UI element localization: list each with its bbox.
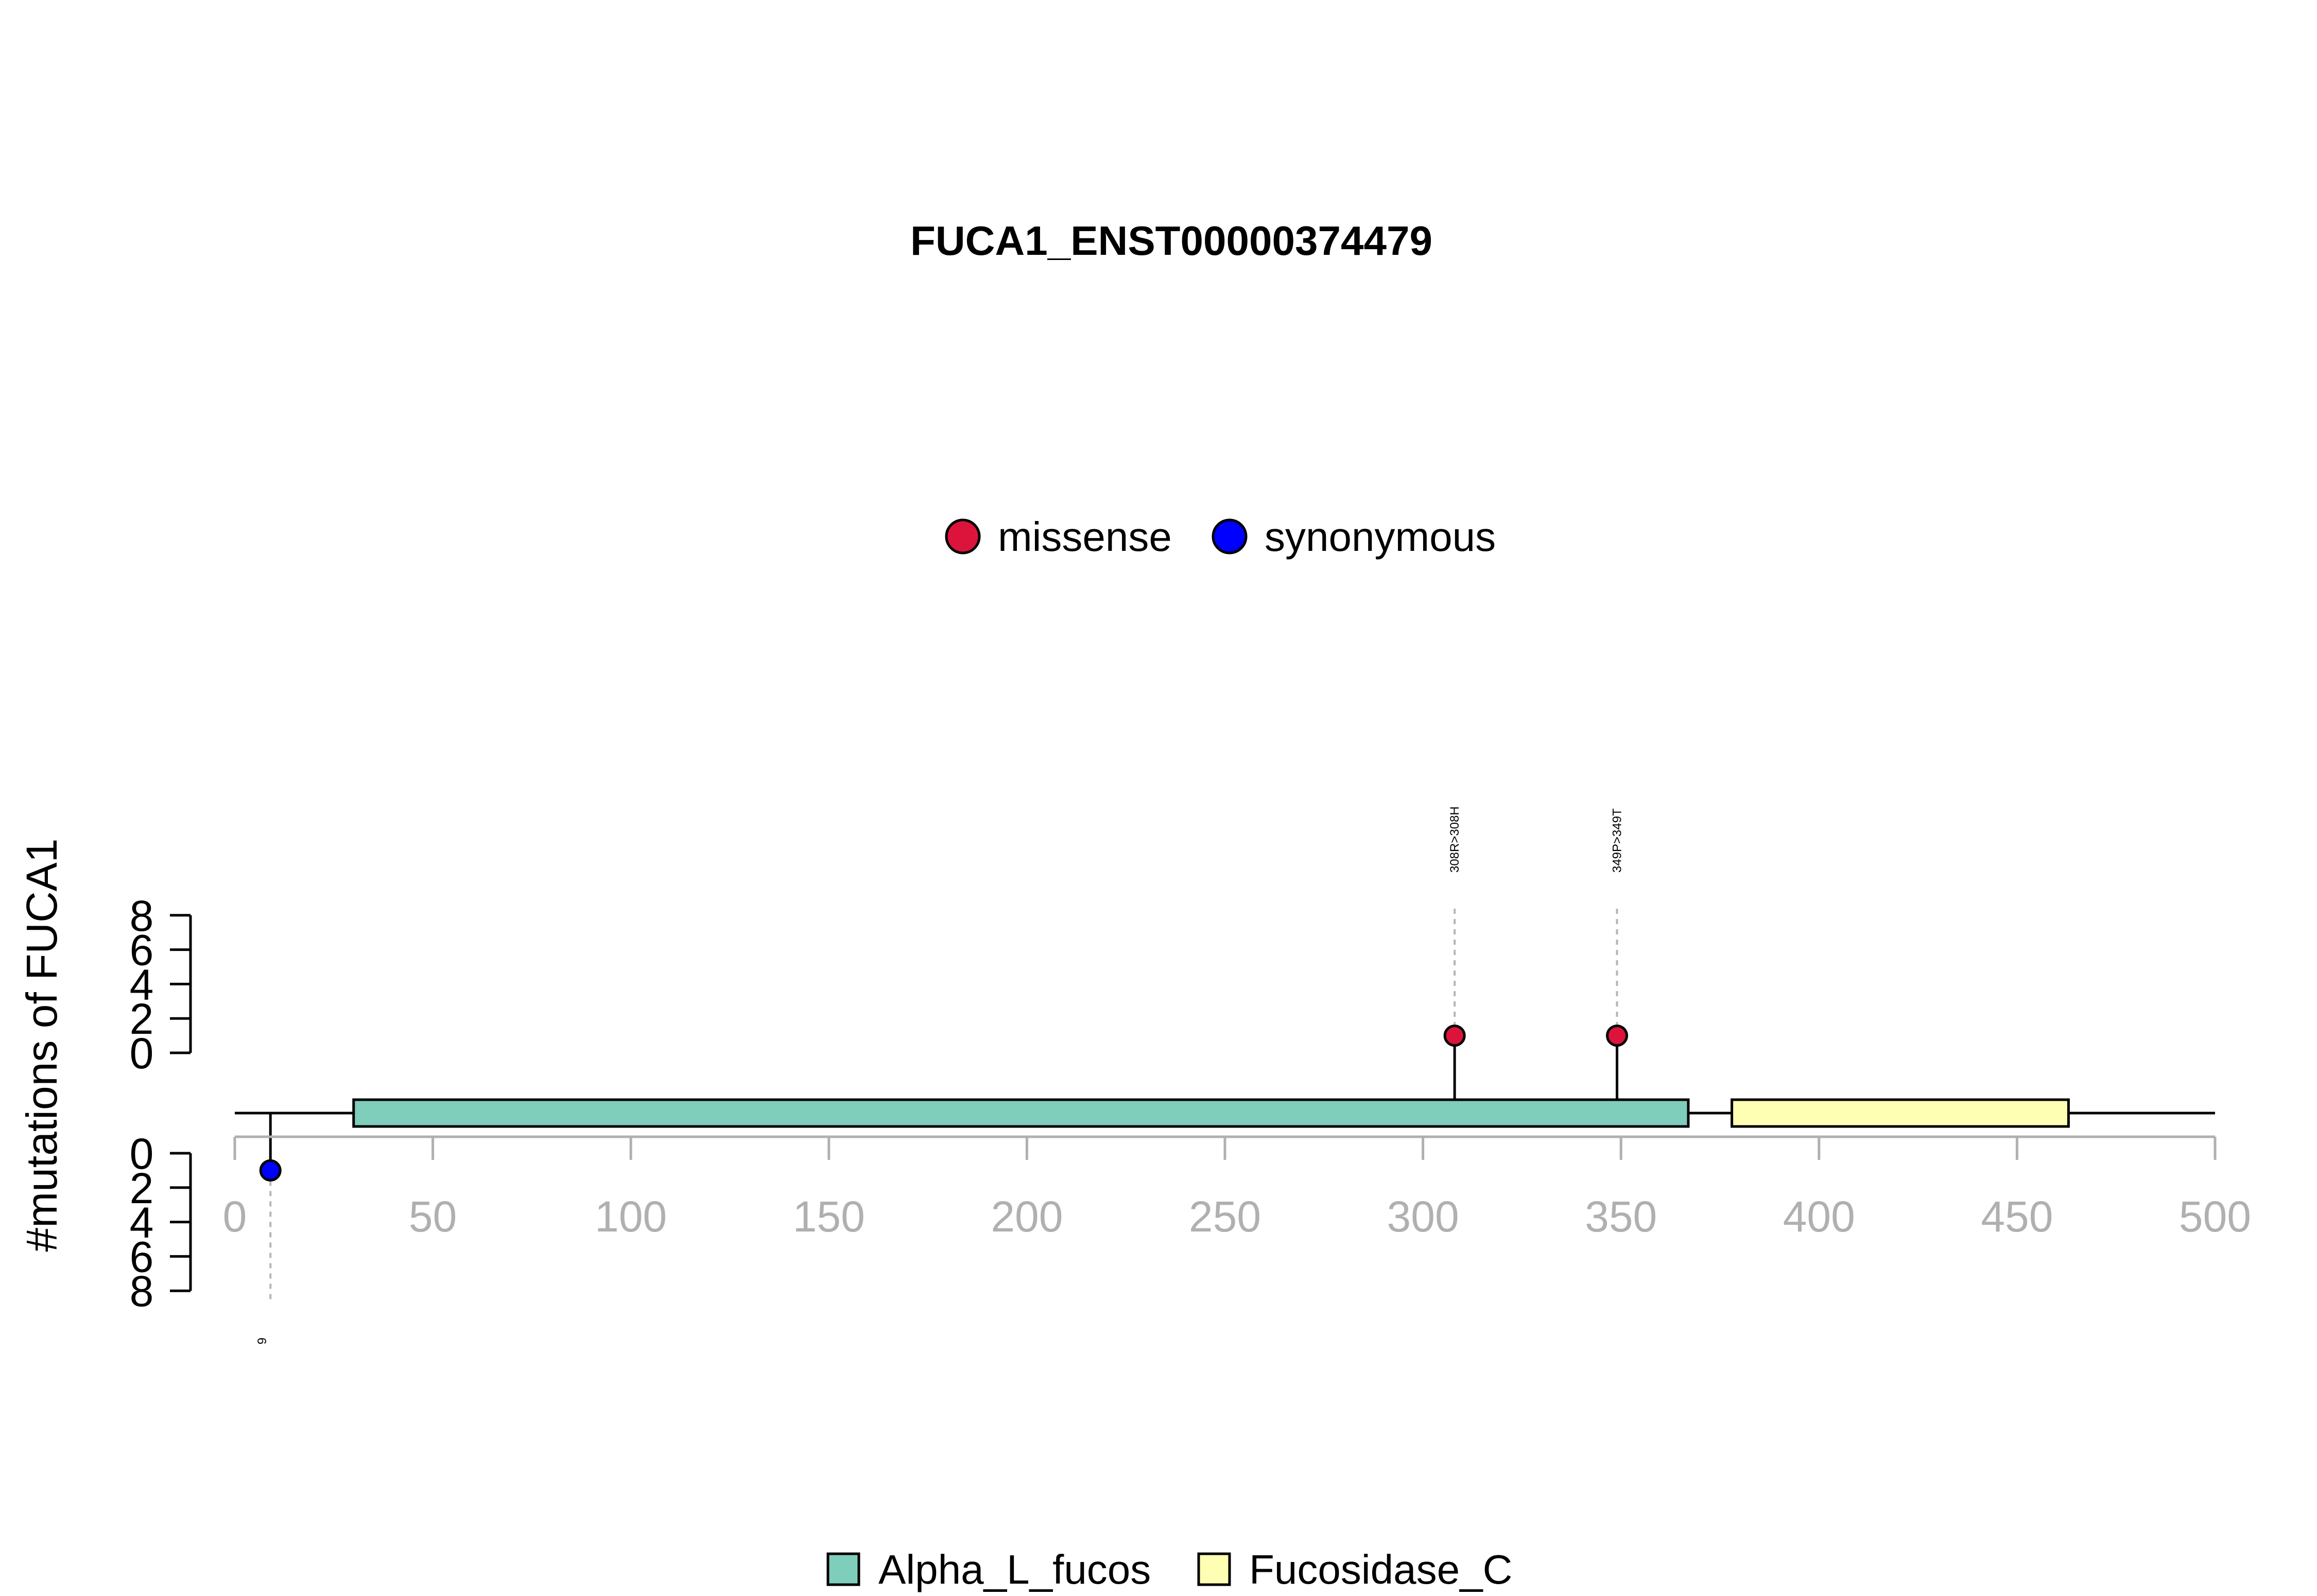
- protein-domains: [352, 1098, 2070, 1128]
- mutation-label: 308R>308H: [1448, 806, 1462, 873]
- domain-legend-swatch-Fucosidase_C: [1197, 1552, 1231, 1586]
- y-axis-bottom-tick-label: 8: [130, 1267, 154, 1315]
- y-axis-top-tick-label: 4: [130, 960, 154, 1009]
- y-axis-bottom-tick-label: 6: [130, 1233, 154, 1281]
- legend-synonymous-marker: [1212, 518, 1248, 554]
- y-axis-top-tick-label: 0: [130, 1029, 154, 1078]
- x-axis-tick-label: 0: [223, 1192, 247, 1241]
- mutation-labels: 308R>308H 349P>349T 9: [255, 806, 1624, 1344]
- x-axis-tick-label: 150: [793, 1192, 865, 1241]
- y-axis-top-tick-label: 6: [130, 926, 154, 975]
- mutation-point-missense: [1606, 1025, 1629, 1047]
- legend-missense-marker: [945, 518, 981, 554]
- mutation-points: [259, 1025, 1629, 1182]
- y-axis-top-tick-label: 2: [130, 995, 154, 1043]
- mutation-point-synonymous: [259, 1159, 282, 1182]
- y-axis-bottom-tick-label: 4: [130, 1199, 154, 1247]
- x-axis-tick-label: 250: [1189, 1192, 1261, 1241]
- domain-legend-label-Fucosidase_C: Fucosidase_C: [1249, 1547, 1512, 1592]
- x-axis-tick-label: 300: [1387, 1192, 1459, 1241]
- x-axis-tick-label: 450: [1981, 1192, 2053, 1241]
- domain-legend-label-Alpha_L_fucos: Alpha_L_fucos: [878, 1547, 1151, 1592]
- domain-Alpha_L_fucos: [352, 1098, 1690, 1128]
- chart-title: FUCA1_ENST00000374479: [910, 218, 1432, 264]
- mutation-point-missense: [1443, 1025, 1466, 1047]
- mutation-type-legend: missense synonymous: [945, 514, 1496, 560]
- x-axis-tick-label: 400: [1783, 1192, 1855, 1241]
- x-axis-tick-label: 200: [991, 1192, 1063, 1241]
- y-axis-bottom-tick-label: 0: [130, 1130, 154, 1178]
- x-axis-tick-label: 350: [1585, 1192, 1657, 1241]
- y-axis-top-tick-label: 8: [130, 892, 154, 940]
- domain-legend: Alpha_L_fucos Fucosidase_C: [826, 1547, 1512, 1592]
- y-axis-bottom-tick-label: 2: [130, 1164, 154, 1212]
- mutation-label: 9: [255, 1338, 269, 1344]
- x-axis-tick-label: 50: [409, 1192, 457, 1241]
- domain-Fucosidase_C: [1731, 1098, 2070, 1128]
- x-axis-tick-label: 100: [595, 1192, 667, 1241]
- legend-synonymous-label: synonymous: [1265, 514, 1496, 560]
- x-axis-tick-label: 500: [2179, 1192, 2251, 1241]
- legend-missense-label: missense: [998, 514, 1172, 560]
- mutation-label: 349P>349T: [1611, 808, 1624, 873]
- x-axis: 0 50 100 150 200 250 300 350 400 450 500: [223, 1135, 2251, 1241]
- domain-legend-swatch-Alpha_L_fucos: [826, 1552, 860, 1586]
- y-axis-label: #mutations of FUCA1: [18, 838, 66, 1252]
